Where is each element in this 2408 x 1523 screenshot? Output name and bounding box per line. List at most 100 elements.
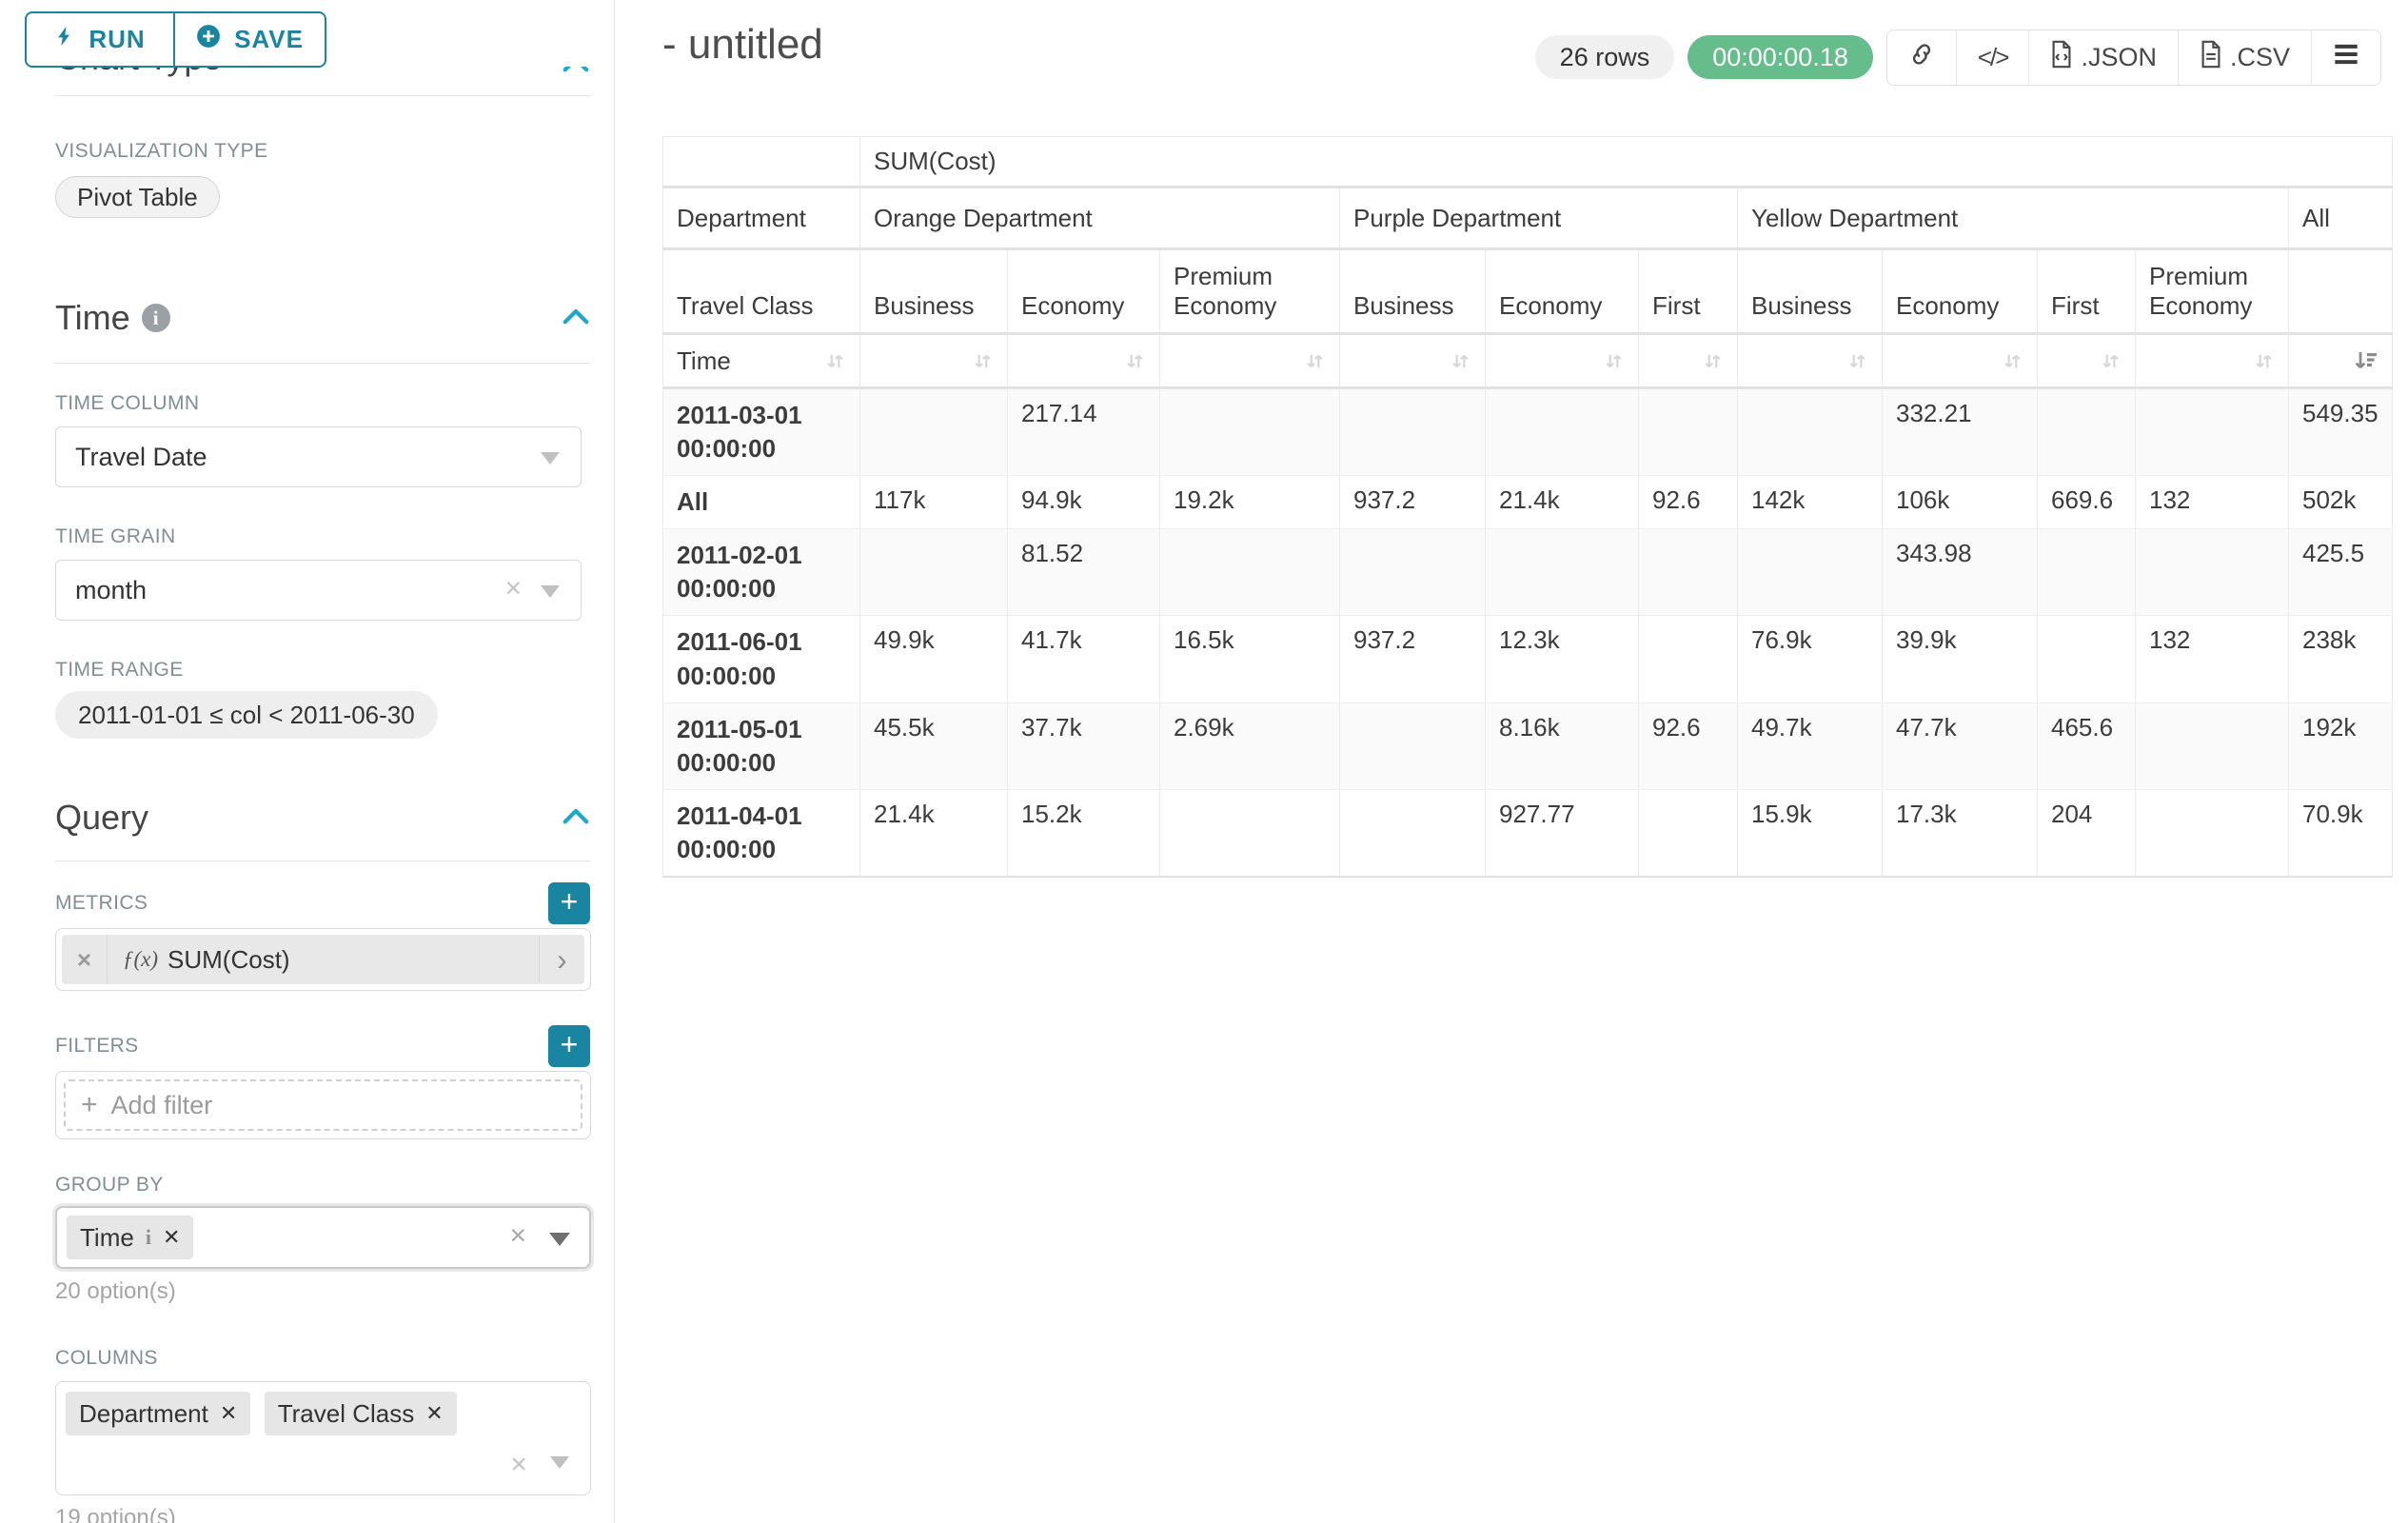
pivot-cell — [1339, 528, 1486, 617]
remove-tag-icon[interactable]: ✕ — [219, 1401, 238, 1425]
travel-class-row-label: Travel Class — [662, 248, 860, 335]
remove-tag-icon[interactable]: ✕ — [162, 1225, 181, 1249]
viz-type-pill[interactable]: Pivot Table — [55, 176, 220, 218]
all-column-header: All — [2288, 187, 2393, 250]
code-icon: </> — [1977, 42, 2010, 71]
sort-icon[interactable] — [1896, 350, 2023, 372]
json-file-icon — [2050, 40, 2073, 75]
row-label: 2011-05-01 00:00:00 — [662, 702, 860, 790]
row-label: All — [662, 475, 860, 530]
pivot-cell: 81.52 — [1007, 528, 1160, 617]
sort-icon[interactable] — [1174, 350, 1326, 372]
chevron-up-icon[interactable] — [562, 805, 590, 831]
sort-icon[interactable] — [2149, 350, 2275, 372]
pivot-cell — [1339, 789, 1486, 879]
add-filter-button[interactable]: + Add filter — [64, 1079, 582, 1131]
tag-label: Department — [79, 1398, 208, 1428]
save-label: SAVE — [234, 25, 304, 53]
pivot-cell: 41.7k — [1007, 615, 1160, 703]
metric-pill[interactable]: × ƒ(x) SUM(Cost) › — [62, 935, 584, 984]
sort-desc-icon[interactable] — [2302, 349, 2378, 372]
clear-x-icon[interactable]: × — [509, 1219, 526, 1252]
pivot-cell — [1638, 528, 1738, 617]
travel-class-header: Business — [1737, 248, 1883, 335]
time-column-label: TIME COLUMN — [55, 392, 200, 414]
time-column-select[interactable]: Travel Date — [55, 426, 582, 487]
pivot-cell: 343.98 — [1882, 528, 2038, 617]
query-section-title: Query — [55, 798, 149, 837]
group-by-tag: Time i ✕ — [67, 1216, 194, 1259]
group-by-select[interactable]: Time i ✕ × — [55, 1206, 591, 1269]
export-csv-button[interactable]: .CSV — [2177, 30, 2311, 85]
time-grain-select[interactable]: month × — [55, 560, 582, 621]
time-range-pill[interactable]: 2011-01-01 ≤ col < 2011-06-30 — [55, 691, 438, 739]
pivot-cell — [1737, 387, 1883, 477]
run-button[interactable]: RUN — [25, 11, 174, 68]
chevron-up-icon[interactable] — [562, 306, 590, 331]
lightning-icon — [54, 23, 75, 56]
export-json-button[interactable]: .JSON — [2028, 30, 2178, 85]
run-label: RUN — [89, 25, 146, 53]
time-range-label: TIME RANGE — [55, 659, 184, 681]
pivot-cell — [1339, 702, 1486, 790]
pivot-cell: 37.7k — [1007, 702, 1160, 790]
clear-x-icon[interactable]: × — [510, 1449, 527, 1480]
travel-class-header: Economy — [1007, 248, 1160, 335]
fx-icon: ƒ(x) — [123, 947, 159, 971]
sort-header-cell — [2288, 333, 2393, 389]
share-link-button[interactable] — [1886, 30, 1956, 85]
pivot-cell — [2037, 387, 2136, 477]
row-label: 2011-04-01 00:00:00 — [662, 789, 860, 879]
travel-class-header: Premium Economy — [1159, 248, 1340, 335]
pivot-cell: 45.5k — [859, 702, 1008, 790]
remove-tag-icon[interactable]: ✕ — [425, 1401, 444, 1425]
pivot-cell — [2135, 387, 2289, 477]
sort-icon[interactable] — [1652, 350, 1724, 372]
sort-header-cell — [1882, 333, 2038, 389]
metrics-label: METRICS — [55, 892, 148, 914]
view-query-button[interactable]: </> — [1955, 30, 2029, 85]
clear-x-icon[interactable]: × — [504, 572, 522, 604]
pivot-cell: 16.5k — [1159, 615, 1340, 703]
menu-button[interactable] — [2311, 30, 2380, 85]
pivot-cell: 19.2k — [1159, 475, 1340, 530]
columns-select[interactable]: Department ✕ Travel Class ✕ × — [55, 1381, 591, 1495]
csv-file-icon — [2200, 40, 2222, 75]
table-row: 2011-06-01 00:00:00 49.9k 41.7k 16.5k 937.2 1… — [662, 615, 2393, 703]
sort-icon[interactable] — [1751, 350, 1868, 372]
remove-metric-icon[interactable]: × — [62, 935, 108, 984]
pivot-cell: 92.6 — [1638, 702, 1738, 790]
sort-icon[interactable] — [1499, 350, 1625, 372]
department-group-header: Orange Department — [859, 187, 1340, 250]
add-filter-plus-button[interactable]: + — [548, 1025, 590, 1067]
sort-icon[interactable] — [1353, 350, 1471, 372]
pivot-cell: 21.4k — [1485, 475, 1639, 530]
json-label: .JSON — [2081, 42, 2157, 71]
sort-icon[interactable] — [874, 350, 994, 372]
table-row: 2011-02-01 00:00:00 81.52 343.98 425.5 — [662, 528, 2393, 617]
chevron-right-icon[interactable]: › — [539, 937, 584, 982]
pivot-cell: 47.7k — [1882, 702, 2038, 790]
pivot-cell: 106k — [1882, 475, 2038, 530]
sort-header-cell — [1159, 333, 1340, 389]
pivot-cell: 927.77 — [1485, 789, 1639, 879]
add-metric-button[interactable]: + — [548, 882, 590, 924]
pivot-cell — [1638, 789, 1738, 879]
filters-box: + Add filter — [55, 1071, 591, 1139]
pivot-cell: 502k — [2288, 475, 2393, 530]
csv-label: .CSV — [2229, 42, 2290, 71]
export-button-group: </> .JSON .CSV — [1885, 29, 2381, 86]
table-row: 2011-04-01 00:00:00 21.4k 15.2k 927.77 15.9k… — [662, 789, 2393, 879]
row-label: 2011-03-01 00:00:00 — [662, 387, 860, 477]
save-button[interactable]: SAVE — [174, 11, 326, 68]
sort-icon[interactable] — [824, 350, 846, 372]
pivot-cell: 117k — [859, 475, 1008, 530]
group-by-label: GROUP BY — [55, 1174, 164, 1196]
pivot-cell — [1638, 387, 1738, 477]
pivot-cell: 549.35 — [2288, 387, 2393, 477]
time-grain-value: month — [75, 575, 148, 604]
pivot-cell: 49.7k — [1737, 702, 1883, 790]
sort-icon[interactable] — [2051, 350, 2122, 372]
sort-icon[interactable] — [1021, 350, 1146, 372]
row-count-badge: 26 rows — [1534, 35, 1675, 79]
